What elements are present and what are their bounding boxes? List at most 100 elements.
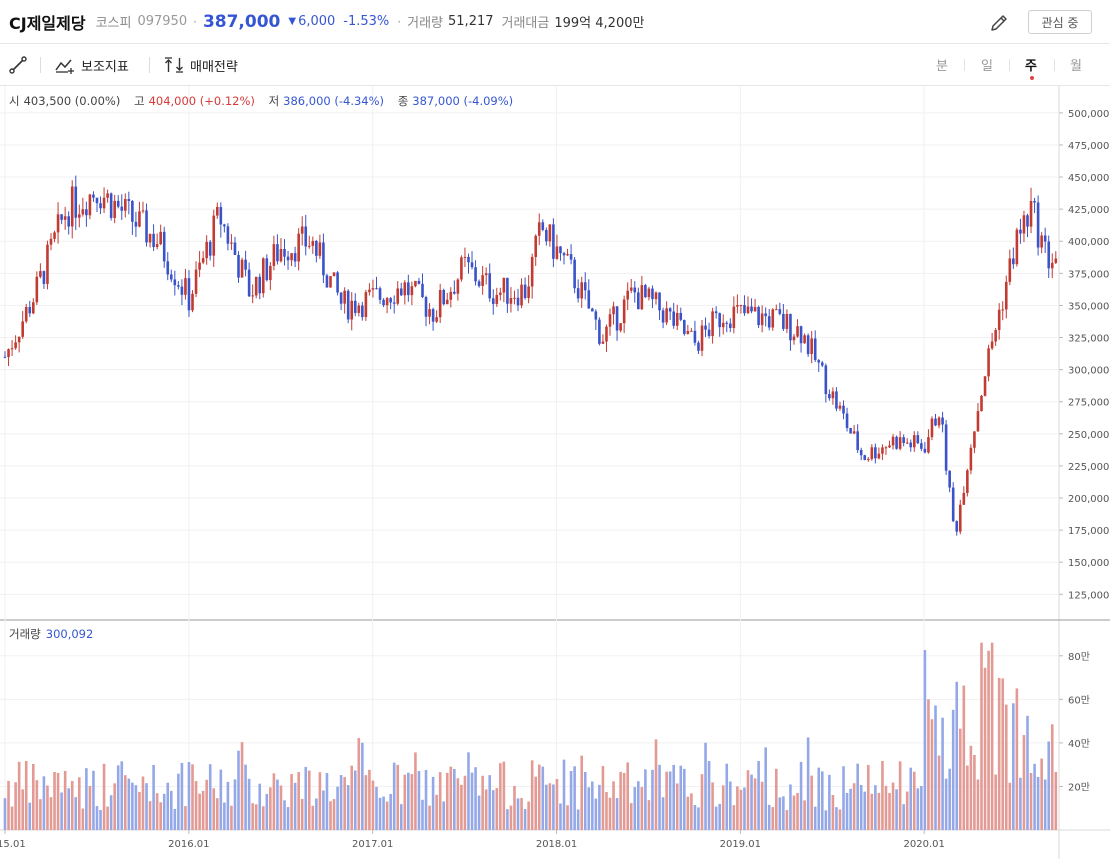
candle-body — [569, 254, 573, 260]
volume-bar — [654, 739, 658, 830]
volume-bar — [693, 805, 697, 830]
candle-body — [166, 261, 170, 275]
period-month-tab[interactable]: 월 — [1070, 59, 1082, 74]
volume-bar — [612, 781, 615, 830]
candle-body — [679, 312, 683, 320]
volume-bar — [219, 769, 223, 830]
volume-bar — [764, 747, 767, 830]
strategy-button[interactable]: 매매전략 — [163, 53, 238, 77]
candle-body — [541, 222, 545, 230]
candle-body — [771, 309, 775, 328]
candle-body — [927, 437, 930, 453]
candle-body — [318, 242, 322, 256]
volume-bar — [675, 783, 679, 830]
time-tick-label: 2015.01 — [0, 839, 26, 850]
candle-body — [598, 319, 601, 344]
candle-body — [127, 199, 131, 201]
volume-bar — [951, 709, 955, 830]
volume-bar — [10, 806, 14, 830]
volume-bar — [997, 677, 1001, 830]
volume-bar — [679, 765, 683, 830]
period-day-tab[interactable]: 일 — [981, 59, 993, 74]
volume-bar — [806, 737, 810, 830]
volume-bar — [1022, 735, 1026, 830]
candle-body — [251, 295, 254, 297]
volume-bar — [746, 770, 750, 830]
volume-bar — [990, 642, 994, 830]
volume-bar — [53, 771, 56, 830]
candle-body — [1047, 241, 1051, 269]
volume-bar — [325, 773, 329, 830]
candle-body — [85, 209, 88, 216]
volume-bar — [28, 802, 32, 830]
volume-bar — [293, 782, 297, 830]
candle-body — [675, 312, 679, 326]
indicator-button[interactable]: 보조지표 — [54, 53, 129, 77]
volume-bar — [619, 771, 622, 830]
volume-bar — [339, 775, 343, 830]
period-week-tab[interactable]: 주 — [1025, 59, 1037, 74]
volume-bar — [233, 779, 237, 830]
candle-body — [633, 287, 637, 293]
candle-body — [463, 256, 467, 258]
candle-body — [980, 395, 983, 412]
volume-bar — [368, 769, 371, 830]
chart-area[interactable]: 500,000 475,000 450,000 425,000 400,000 375,0… — [0, 86, 1110, 859]
volume-bar — [573, 766, 576, 830]
volume-bar — [859, 784, 863, 830]
pencil-icon[interactable] — [988, 12, 1010, 34]
candle-body — [810, 338, 813, 354]
volume-bar — [109, 795, 113, 830]
price-tick-label: 475,000 — [1068, 141, 1109, 152]
chart-toolbar: 보조지표 매매전략 분 일 주 월 — [0, 44, 1110, 86]
volume-bar — [208, 764, 212, 830]
candle-body — [849, 427, 852, 434]
candle-body — [573, 259, 576, 289]
candle-body — [77, 214, 81, 218]
volume-value: 51,217 — [448, 14, 494, 29]
volume-bar — [70, 780, 74, 830]
favorite-button[interactable]: 관심 중 — [1028, 10, 1092, 34]
amount-label: 거래대금 — [501, 16, 550, 31]
candle-body — [874, 447, 877, 459]
volume-bar — [116, 765, 120, 830]
candle-body — [930, 418, 934, 438]
volume-bar — [385, 801, 389, 830]
buy-sell-arrows-icon — [165, 57, 183, 73]
price-tick-label: 250,000 — [1068, 430, 1109, 441]
volume-bar — [449, 766, 453, 830]
volume-bar — [361, 742, 364, 830]
volume-bar — [799, 761, 803, 830]
candle-body — [389, 298, 392, 303]
candle-body — [576, 288, 580, 299]
price-chart[interactable]: 500,000 475,000 450,000 425,000 400,000 375,0… — [0, 86, 1110, 859]
volume-bar — [541, 766, 545, 830]
candle-body — [417, 280, 421, 284]
volume-bar — [923, 649, 927, 830]
candle-body — [937, 417, 941, 426]
price-tick-label: 400,000 — [1068, 237, 1109, 248]
open-label: 시 — [9, 94, 20, 108]
candle-body — [322, 242, 325, 276]
candle-body — [162, 231, 166, 262]
draw-line-tool-icon[interactable] — [8, 55, 28, 75]
volume-bar — [371, 780, 375, 830]
price-tick-label: 200,000 — [1068, 494, 1109, 505]
candle-body — [1019, 229, 1022, 234]
volume-bar — [378, 797, 382, 830]
strategy-label: 매매전략 — [190, 59, 238, 75]
volume-bar — [566, 805, 569, 830]
candle-body — [983, 376, 987, 396]
candle-body — [315, 240, 318, 256]
candle-body — [820, 362, 824, 366]
period-minute-tab[interactable]: 분 — [936, 59, 948, 74]
volume-bar — [980, 642, 983, 830]
candle-body — [888, 445, 891, 448]
volume-bar — [244, 764, 247, 830]
period-divider — [1009, 59, 1010, 71]
volume-bar — [445, 772, 449, 830]
volume-bar — [778, 797, 782, 830]
candle-body — [279, 249, 283, 262]
candle-body — [407, 282, 410, 296]
candle-body — [184, 278, 187, 295]
